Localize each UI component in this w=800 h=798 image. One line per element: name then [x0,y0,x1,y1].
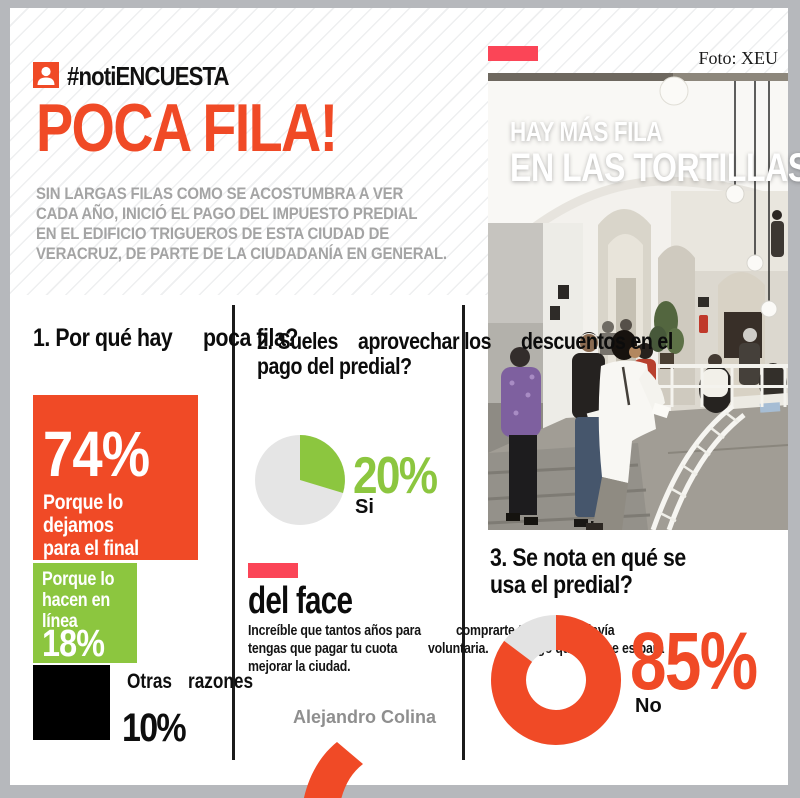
intro-line: EN EL EDIFICIO TRIGUEROS DE ESTA CIUDAD … [36,224,390,243]
intro-line: CADA AÑO, INICIÓ EL PAGO DEL IMPUESTO PR… [36,204,418,223]
q1-heading-line: 1. Por qué hay [33,324,173,352]
photo-credit: Foto: XEU [698,48,778,68]
badge-label: #notiENCUESTA [67,61,230,91]
q2-heading-line: descuentos en el [520,328,673,354]
quote-line: Increíble que tantos años para [248,623,421,639]
column-divider-left [232,305,235,760]
q1-bar-18-value: 18% [42,623,105,665]
photo-overlay-line2: EN LAS TORTILLAS [510,146,800,190]
q1-heading-line: poca fila? [203,324,299,352]
q2-heading-line: pago del predial? [257,353,412,379]
q1-bar-10-label-line: Otras [127,670,172,693]
q2-heading: 2. Sueles aprovechar los descuentos en e… [257,329,788,379]
q2-pie-chart [250,430,350,530]
intro-paragraph: SIN LARGAS FILAS COMO SE ACOSTUMBRA A VE… [36,184,788,264]
quote-line: mejorar la ciudad. [248,659,351,675]
canvas: #notiENCUESTA POCA FILA! SIN LARGAS FILA… [10,8,800,798]
walking-people [501,319,671,530]
q3-donut-chart [486,610,626,750]
q3-heading-line: 3. Se nota en qué se [490,544,686,572]
q2-pie-value: 20% [353,447,438,505]
person-icon [33,62,59,88]
quote-line: tengas que pagar tu cuota [248,641,398,657]
q1-heading: 1. Por qué hay poca fila? [33,324,315,352]
q1-bar-18-label: Porque lo [42,569,115,590]
q3-heading: 3. Se nota en qué se usa el predial? [490,545,788,599]
q1-bar-74: 74% Porque lo dejamos para el final [33,395,198,560]
q1-bar-10-label: Otras razones [127,670,267,693]
q3-donut-label: No [635,695,662,717]
q1-bar-18-label: línea [42,611,78,632]
intro-line: VERACRUZ, DE PARTE DE LA CIUDADANÍA EN G… [36,244,447,263]
q1-bar-18: Porque lo hacen en línea 18% [33,563,137,665]
q3-donut-value: 85% [630,616,758,707]
q1-bar-10-label-line: razones [187,670,253,693]
intro-line: SIN LARGAS FILAS COMO SE ACOSTUMBRA A VE… [36,184,404,203]
q1-bar-18-label: hacen en [42,590,110,611]
q1-bar-74-label: Porque lo dejamos [43,491,124,537]
orange-arc-decoration [290,730,370,798]
barriers [638,364,788,531]
quote-accent-bar [248,563,298,578]
quote-author: Alejandro Colina [292,707,436,727]
pendant-lamps [659,76,778,318]
q2-heading-line: aprovechar los [358,328,492,354]
photo: HAY MÁS FILA EN LAS TORTILLAS [484,73,800,531]
q2-pie-label: Si [355,496,374,518]
quote-heading: del face [248,580,353,622]
photo-overlay-line1: HAY MÁS FILA [510,116,663,147]
column-divider-right [462,305,465,760]
q2-heading-line: 2. Sueles [257,328,338,354]
pink-accent-bar [488,46,538,61]
quote-line: voluntaria. [427,641,489,657]
q1-bar-74-label: para el final [43,537,139,560]
q1-bar-74-value: 74% [43,418,150,490]
q3-heading-line: usa el predial? [490,571,633,599]
q1-bar-10-value: 10% [122,706,187,750]
page-title: POCA FILA! [36,90,338,166]
q1-bar-10 [33,665,110,740]
photo-illustration [484,73,790,531]
